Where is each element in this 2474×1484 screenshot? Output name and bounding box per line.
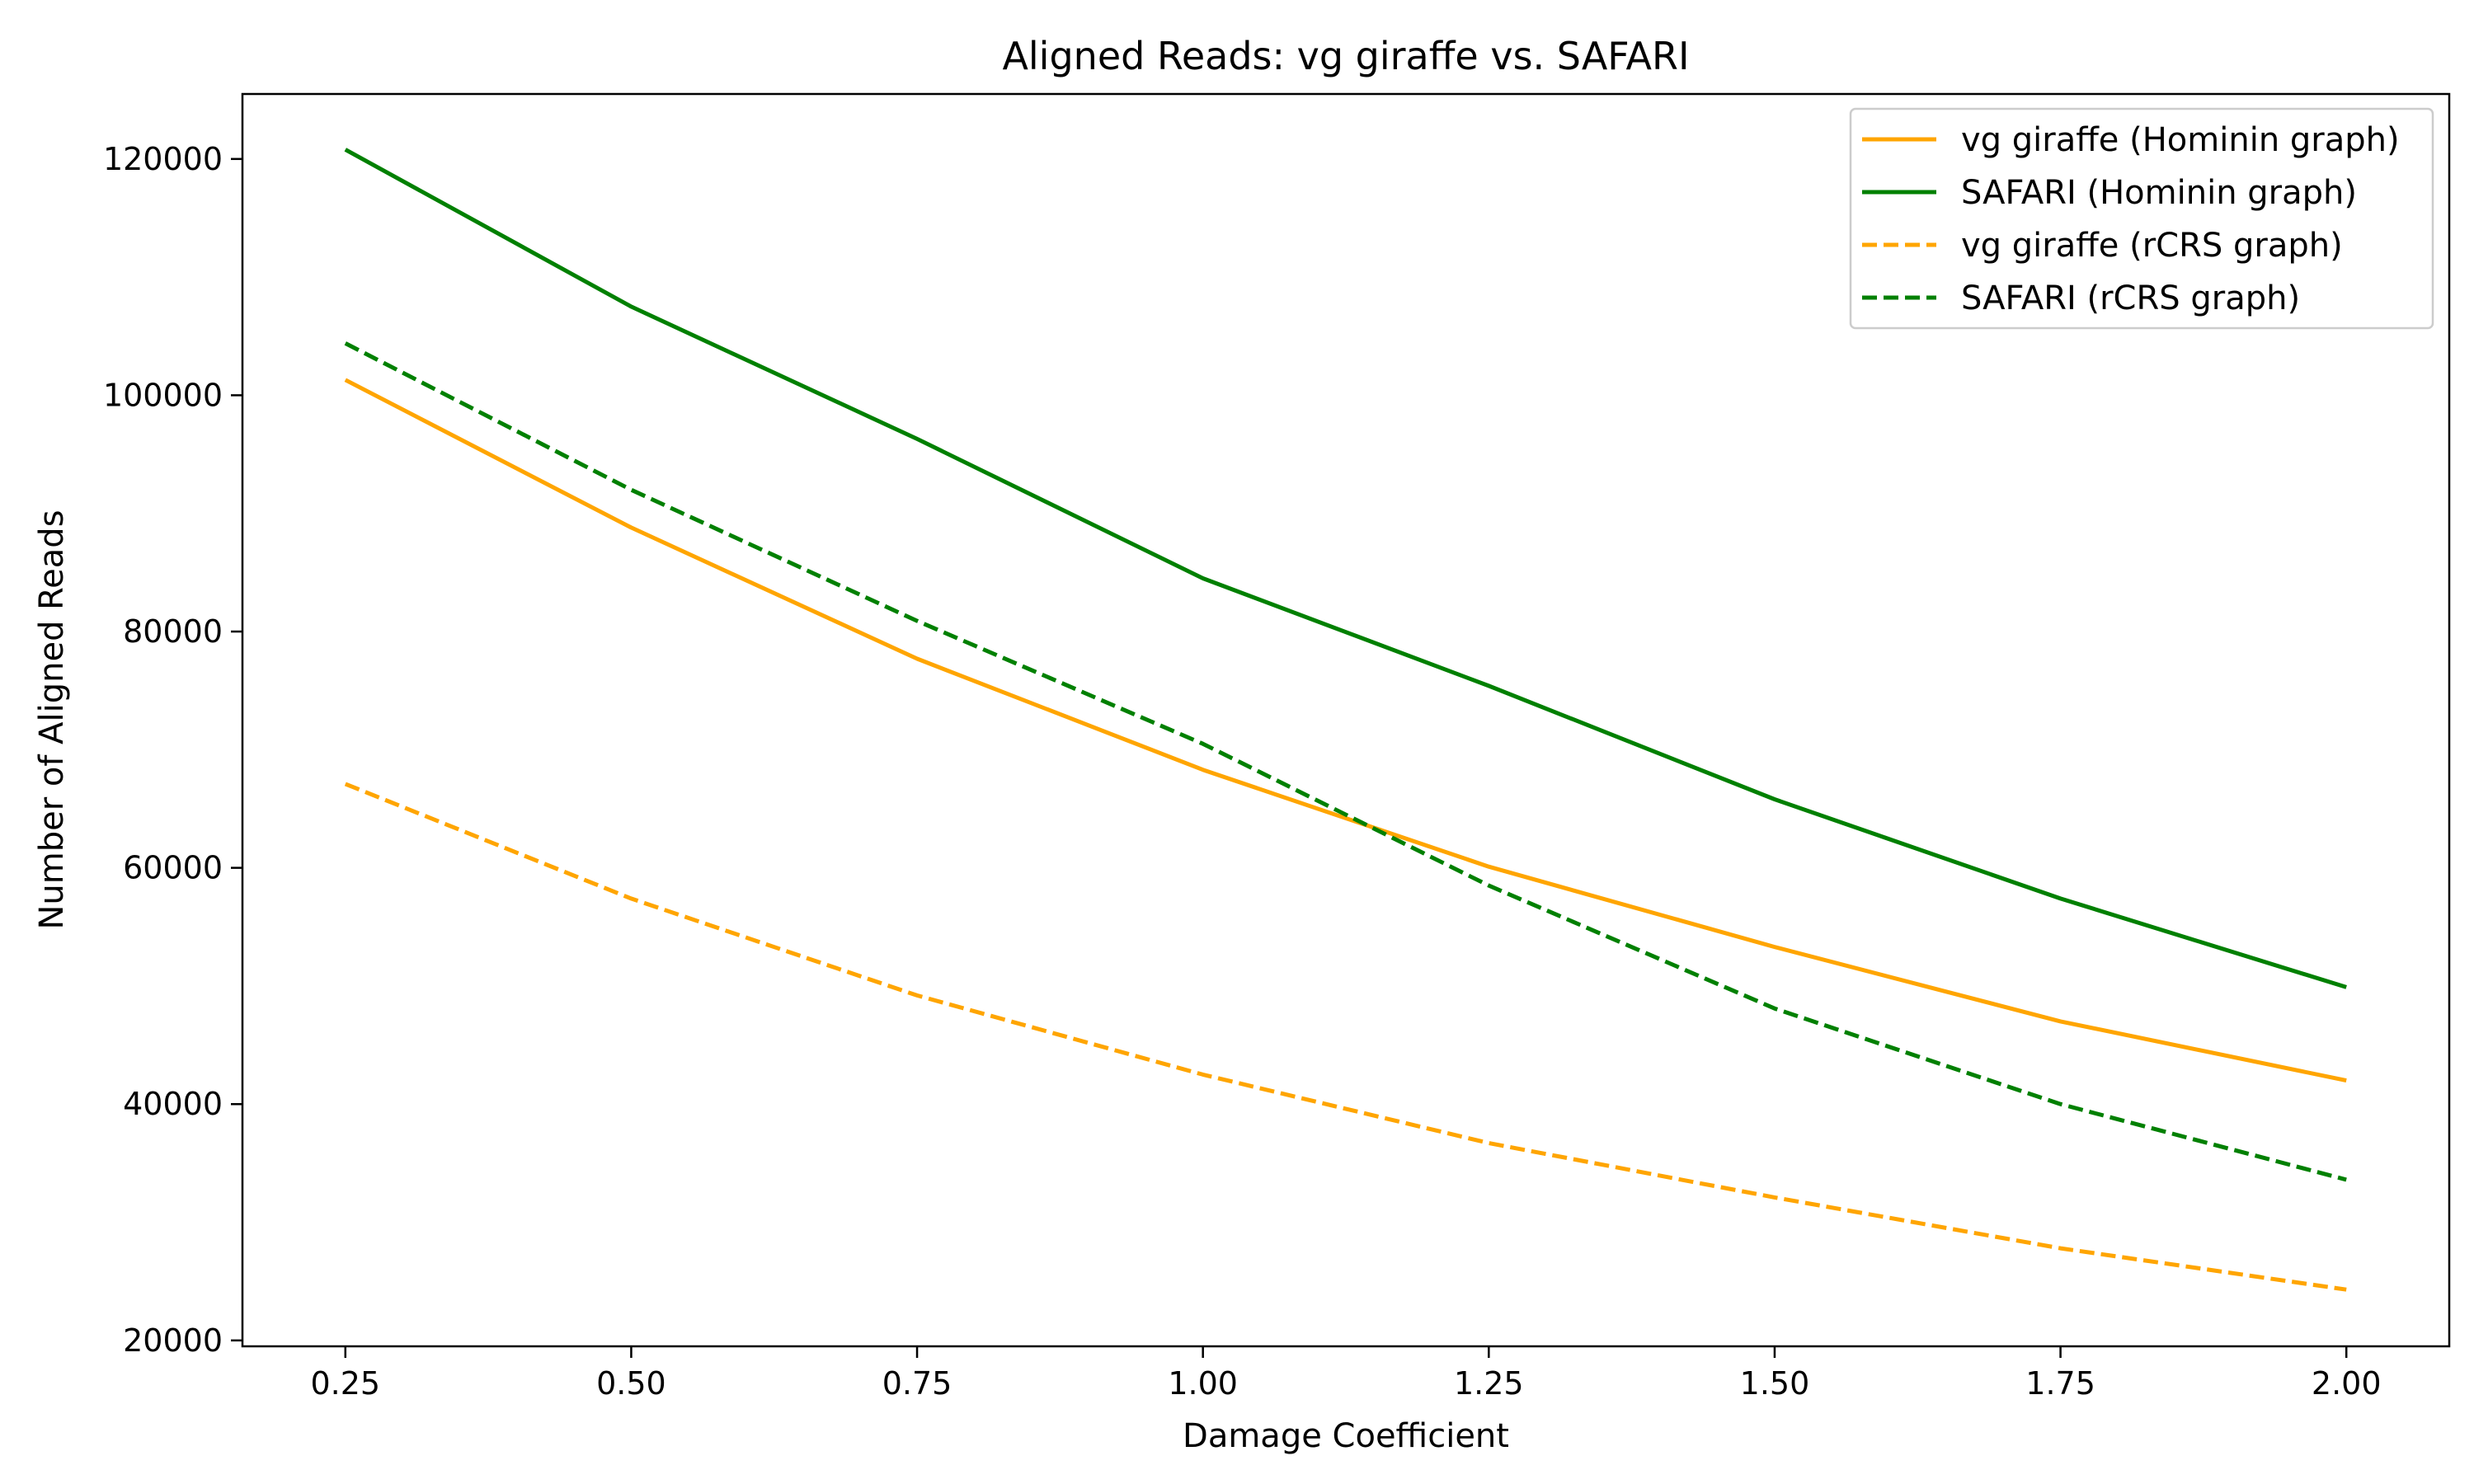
y-tick-label: 60000 xyxy=(123,850,223,886)
x-axis-label: Damage Coefficient xyxy=(1183,1417,1509,1455)
x-tick-label: 0.50 xyxy=(596,1365,666,1402)
y-tick-label: 80000 xyxy=(123,613,223,650)
series-layer xyxy=(344,148,2347,1292)
x-tick-label: 1.00 xyxy=(1168,1365,1238,1402)
y-axis: 20000 40000 60000 80000 100000 120000 xyxy=(103,141,242,1359)
legend: vg giraffe (Hominin graph) SAFARI (Homini… xyxy=(1849,107,2434,330)
series-line-4 xyxy=(344,341,2347,1182)
y-tick-label: 20000 xyxy=(123,1322,223,1359)
legend-label-1: vg giraffe (Hominin graph) xyxy=(1961,121,2400,159)
series-line-2 xyxy=(344,148,2347,989)
y-tick-label: 40000 xyxy=(123,1086,223,1122)
series-line-1 xyxy=(344,378,2347,1083)
chart-title: Aligned Reads: vg giraffe vs. SAFARI xyxy=(1002,34,1689,78)
plot-area xyxy=(241,92,2451,1348)
y-tick-label: 100000 xyxy=(103,377,223,413)
x-tick-label: 0.75 xyxy=(882,1365,952,1402)
y-tick-label: 120000 xyxy=(103,141,223,177)
x-tick-label: 1.50 xyxy=(1740,1365,1810,1402)
series-line-3 xyxy=(344,782,2347,1292)
legend-box xyxy=(1849,107,2434,330)
legend-label-3: vg giraffe (rCRS graph) xyxy=(1961,227,2343,265)
y-axis-label: Number of Aligned Reads xyxy=(33,510,71,929)
x-tick-label: 1.25 xyxy=(1454,1365,1524,1402)
x-axis: 0.25 0.50 0.75 1.00 1.25 1.50 1.75 2.00 xyxy=(310,1346,2382,1402)
x-tick-label: 1.75 xyxy=(2025,1365,2095,1402)
x-tick-label: 2.00 xyxy=(2312,1365,2382,1402)
x-tick-label: 0.25 xyxy=(310,1365,380,1402)
legend-label-2: SAFARI (Hominin graph) xyxy=(1961,174,2357,212)
legend-label-4: SAFARI (rCRS graph) xyxy=(1961,279,2300,317)
